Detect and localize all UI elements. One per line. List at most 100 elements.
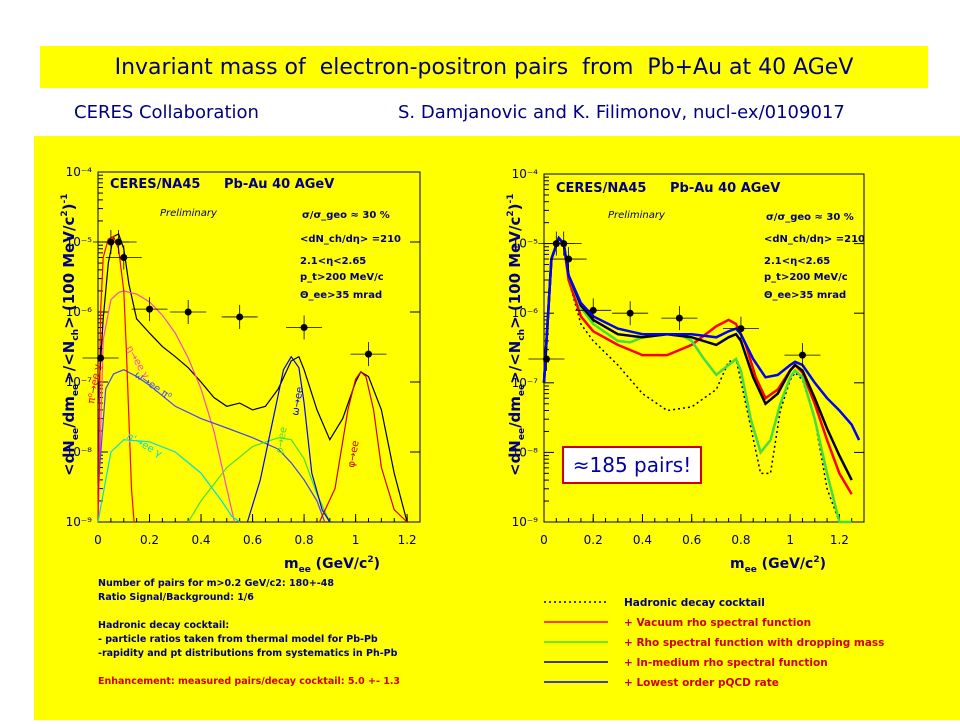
series-line bbox=[97, 369, 326, 523]
note-line: Number of pairs for m>0.2 GeV/c2: 180+-4… bbox=[98, 578, 334, 589]
right-data-points bbox=[528, 231, 821, 371]
data-point bbox=[560, 240, 568, 248]
left-preliminary-label: Preliminary bbox=[160, 208, 218, 219]
y-tick-label: 10⁻⁸ bbox=[66, 445, 93, 459]
data-point bbox=[364, 350, 372, 358]
left-param-4: p_t>200 MeV/c bbox=[300, 272, 384, 283]
pairs-callout: ≈185 pairs! bbox=[562, 446, 702, 484]
data-point bbox=[300, 324, 308, 332]
x-tick-label: 1.2 bbox=[830, 533, 849, 547]
data-point bbox=[589, 306, 597, 314]
x-tick-label: 1 bbox=[786, 533, 794, 547]
series-line bbox=[542, 235, 861, 441]
data-point bbox=[146, 305, 154, 313]
y-tick-label: 10⁻⁴ bbox=[66, 165, 93, 179]
left-system-label: Pb-Au 40 AGeV bbox=[224, 177, 334, 192]
left-param-5: Θ_ee>35 mrad bbox=[300, 290, 382, 301]
data-point bbox=[737, 325, 745, 333]
y-tick-label: 10⁻⁴ bbox=[512, 167, 539, 181]
left-curve-label-phi: φ→ee bbox=[346, 440, 362, 469]
series-line bbox=[543, 236, 841, 523]
data-point bbox=[120, 254, 128, 262]
title-banner: Invariant mass of electron-positron pair… bbox=[40, 46, 928, 88]
series-line bbox=[97, 290, 236, 523]
left-panel: 0 0.2 0.4 0.6 0.8 1 1.2 10⁻⁹ 10⁻⁸ 10⁻⁷ 10⁻⁶ 10⁻⁵ 10⁻… bbox=[34, 136, 480, 720]
x-tick-label: 0.4 bbox=[191, 533, 210, 547]
series-line bbox=[187, 437, 331, 523]
left-param-1: σ/σ_geo ≈ 30 % bbox=[302, 210, 390, 221]
left-curve-label-rho: ρ→ee bbox=[274, 426, 290, 455]
note-line: Enhancement: measured pairs/decay cockta… bbox=[98, 676, 400, 687]
data-point bbox=[236, 313, 244, 321]
right-curves bbox=[542, 235, 861, 524]
left-curve-label-omega-dalitz: ω→ee π⁰ bbox=[132, 369, 173, 402]
left-param-3: 2.1<η<2.65 bbox=[300, 256, 366, 267]
right-system-label: Pb-Au 40 AGeV bbox=[670, 181, 780, 196]
right-y-axis-label: <dNee/dmee>/<Nch> (100 MeV/c2)-1 bbox=[506, 194, 527, 476]
x-tick-label: 0.8 bbox=[295, 533, 314, 547]
x-tick-label: 0 bbox=[540, 533, 548, 547]
right-x-axis-label: mee (GeV/c2) bbox=[730, 555, 826, 575]
series-line bbox=[97, 439, 241, 523]
collaboration-label: CERES Collaboration bbox=[74, 102, 259, 123]
x-tick-label: 0 bbox=[94, 533, 102, 547]
right-param-2: <dN_ch/dη> =210 bbox=[764, 234, 865, 245]
data-point bbox=[626, 309, 634, 317]
reference-label: S. Damjanovic and K. Filimonov, nucl-ex/… bbox=[398, 102, 845, 123]
legend-label: + In-medium rho spectral function bbox=[624, 657, 828, 669]
y-tick-label: 10⁻⁸ bbox=[512, 445, 539, 459]
note-line: Ratio Signal/Background: 1/6 bbox=[98, 592, 254, 603]
x-tick-label: 1 bbox=[352, 533, 360, 547]
data-point bbox=[184, 308, 192, 316]
left-axes: 0 0.2 0.4 0.6 0.8 1 1.2 10⁻⁹ 10⁻⁸ 10⁻⁷ 10⁻⁶ 10⁻⁵ 10⁻… bbox=[66, 165, 421, 547]
left-x-axis-label: mee (GeV/c2) bbox=[284, 555, 380, 575]
data-point bbox=[565, 255, 573, 263]
x-tick-label: 1.2 bbox=[398, 533, 417, 547]
right-experiment-label: CERES/NA45 bbox=[556, 181, 646, 196]
data-point bbox=[542, 355, 550, 363]
note-line: Hadronic decay cocktail: bbox=[98, 620, 229, 631]
x-tick-label: 0.4 bbox=[633, 533, 652, 547]
x-tick-label: 0.2 bbox=[584, 533, 603, 547]
y-tick-label: 10⁻⁹ bbox=[512, 515, 539, 529]
x-tick-label: 0.6 bbox=[682, 533, 701, 547]
left-param-2: <dN_ch/dη> =210 bbox=[300, 234, 401, 245]
right-param-3: 2.1<η<2.65 bbox=[764, 256, 830, 267]
right-panel: 0 0.2 0.4 0.6 0.8 1 1.2 10⁻⁹ 10⁻⁸ 10⁻⁷ 10⁻⁶ 10⁻⁵ 10⁻… bbox=[480, 136, 960, 720]
left-curve-label-omega: ω→ee bbox=[290, 386, 306, 417]
y-tick-label: 10⁻⁹ bbox=[66, 515, 93, 529]
right-legend: Hadronic decay cocktail + Vacuum rho spec… bbox=[544, 597, 884, 689]
y-tick-label: 10⁻⁷ bbox=[66, 375, 93, 389]
x-tick-label: 0.2 bbox=[140, 533, 159, 547]
pairs-callout-text: ≈185 pairs! bbox=[572, 453, 692, 477]
y-tick-label: 10⁻⁶ bbox=[66, 305, 93, 319]
y-tick-label: 10⁻⁵ bbox=[66, 235, 93, 249]
left-chart: 0 0.2 0.4 0.6 0.8 1 1.2 10⁻⁹ 10⁻⁸ 10⁻⁷ 10⁻⁶ 10⁻⁵ 10⁻… bbox=[60, 165, 421, 687]
data-point bbox=[675, 314, 683, 322]
right-preliminary-label: Preliminary bbox=[608, 210, 666, 221]
data-point bbox=[115, 238, 123, 246]
right-param-5: Θ_ee>35 mrad bbox=[764, 290, 846, 301]
series-line bbox=[318, 370, 408, 523]
y-tick-label: 10⁻⁵ bbox=[512, 237, 539, 251]
left-data-points bbox=[82, 230, 387, 371]
data-point bbox=[97, 354, 105, 362]
right-chart: 0 0.2 0.4 0.6 0.8 1 1.2 10⁻⁹ 10⁻⁸ 10⁻⁷ 10⁻⁶ 10⁻⁵ 10⁻… bbox=[506, 167, 884, 689]
data-point bbox=[798, 351, 806, 359]
plot-frame bbox=[97, 171, 421, 523]
legend-label: + Rho spectral function with dropping ma… bbox=[624, 637, 884, 649]
note-line: -rapidity and pt distributions from syst… bbox=[98, 648, 398, 659]
left-notes: Number of pairs for m>0.2 GeV/c2: 180+-4… bbox=[98, 578, 400, 687]
note-line: - particle ratios taken from thermal mod… bbox=[98, 634, 378, 645]
legend-label: + Vacuum rho spectral function bbox=[624, 617, 811, 629]
right-axes: 0 0.2 0.4 0.6 0.8 1 1.2 10⁻⁹ 10⁻⁸ 10⁻⁷ 10⁻⁶ 10⁻⁵ 10⁻… bbox=[512, 167, 865, 547]
y-tick-label: 10⁻⁶ bbox=[512, 306, 539, 320]
y-tick-label: 10⁻⁷ bbox=[512, 376, 539, 390]
page-title: Invariant mass of electron-positron pair… bbox=[114, 54, 854, 80]
left-y-axis-label: <dNee/dmee>/<Nch> (100 MeV/c2)-1 bbox=[60, 194, 81, 476]
x-tick-label: 0.6 bbox=[243, 533, 262, 547]
x-tick-label: 0.8 bbox=[731, 533, 750, 547]
right-param-1: σ/σ_geo ≈ 30 % bbox=[766, 212, 854, 223]
legend-label: Hadronic decay cocktail bbox=[624, 597, 765, 609]
right-param-4: p_t>200 MeV/c bbox=[764, 272, 848, 283]
